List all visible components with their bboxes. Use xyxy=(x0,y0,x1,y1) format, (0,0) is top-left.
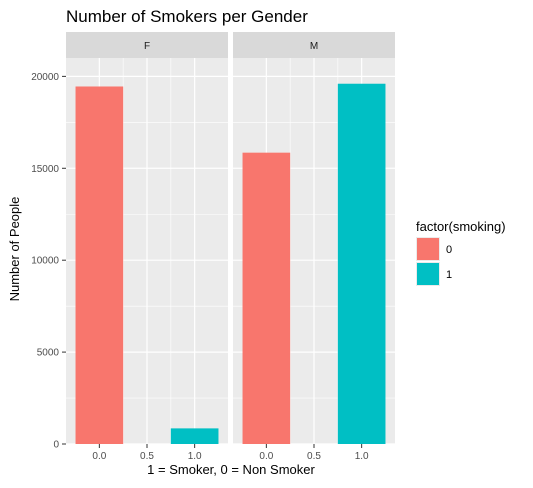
bar-m-1 xyxy=(337,83,386,444)
y-axis: 0 5000 10000 15000 20000 xyxy=(31,72,66,451)
x-tick-label: 0.0 xyxy=(259,451,273,462)
bar-f-0 xyxy=(75,86,124,444)
legend-title: factor(smoking) xyxy=(416,219,506,234)
legend-label-1: 1 xyxy=(446,269,452,281)
chart-title: Number of Smokers per Gender xyxy=(66,7,308,26)
x-axis-title: 1 = Smoker, 0 = Non Smoker xyxy=(147,462,315,477)
x-tick-label: 1.0 xyxy=(355,451,369,462)
x-tick-label: 0.5 xyxy=(307,451,321,462)
y-tick-label: 20000 xyxy=(31,72,59,83)
x-tick-label: 0.0 xyxy=(92,451,106,462)
y-tick-label: 15000 xyxy=(31,164,59,175)
legend-items: 01 xyxy=(416,237,452,286)
y-tick-label: 10000 xyxy=(31,256,59,267)
legend-key-0 xyxy=(417,238,439,260)
legend-label-0: 0 xyxy=(446,244,452,256)
facet-strip xyxy=(233,32,395,58)
y-axis-title: Number of People xyxy=(7,197,22,302)
facet-panels: F 0.0 0.5 1.0 M 0.0 0.5 1.0 xyxy=(66,32,395,462)
facet-panel-m: M 0.0 0.5 1.0 xyxy=(233,32,395,462)
x-tick-label: 0.5 xyxy=(140,451,154,462)
x-tick-label: 1.0 xyxy=(188,451,202,462)
bar-m-0 xyxy=(242,152,291,444)
bar-f-1 xyxy=(170,428,219,444)
legend: factor(smoking) 01 xyxy=(416,219,506,286)
facet-strip-label: M xyxy=(310,41,318,52)
facet-strip-label: F xyxy=(144,41,150,52)
legend-key-1 xyxy=(417,263,439,285)
y-tick-label: 5000 xyxy=(37,348,60,359)
y-tick-label: 0 xyxy=(53,440,59,451)
facet-strip xyxy=(66,32,228,58)
facet-panel-f: F 0.0 0.5 1.0 xyxy=(66,32,228,462)
